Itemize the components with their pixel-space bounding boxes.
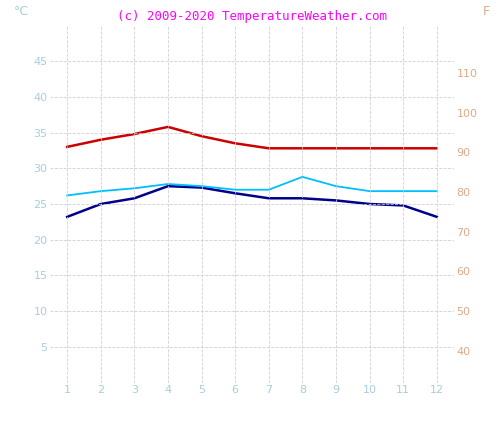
Text: °C: °C [14, 6, 29, 18]
Text: F: F [483, 6, 490, 18]
Title: (c) 2009-2020 TemperatureWeather.com: (c) 2009-2020 TemperatureWeather.com [117, 10, 387, 23]
